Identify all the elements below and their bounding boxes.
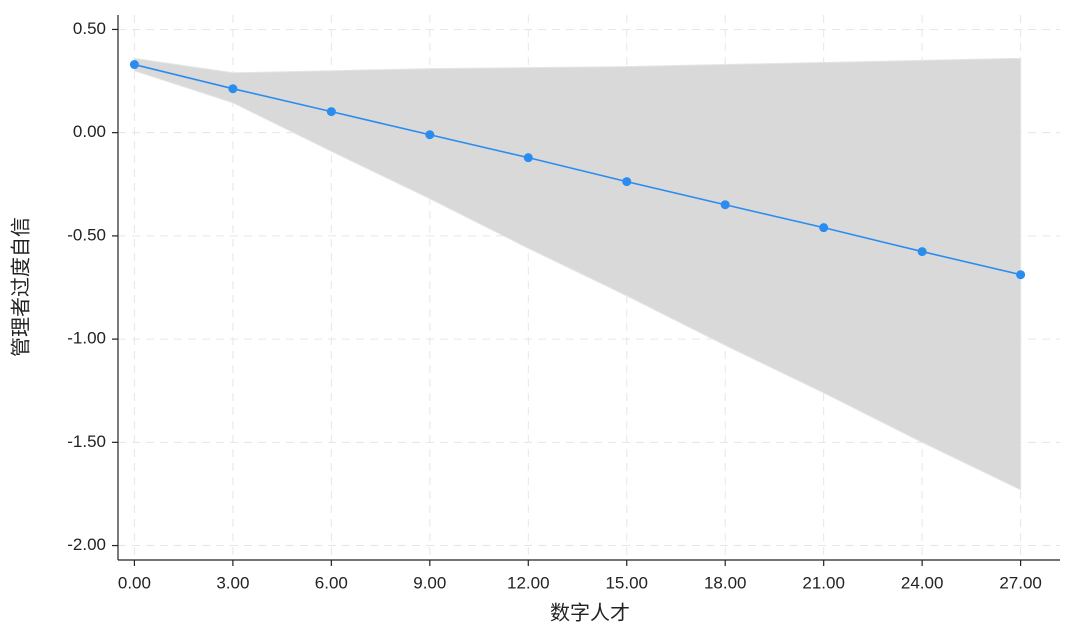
y-tick-label: 0.00 (73, 122, 106, 141)
point (917, 247, 927, 257)
point (228, 84, 238, 94)
x-tick-label: 9.00 (413, 573, 446, 592)
x-tick-label: 27.00 (999, 573, 1042, 592)
y-tick-label: -1.50 (67, 432, 106, 451)
x-tick-label: 21.00 (802, 573, 845, 592)
point (1016, 270, 1026, 280)
y-tick-label: -0.50 (67, 225, 106, 244)
point (425, 130, 435, 140)
y-tick-label: -1.00 (67, 329, 106, 348)
x-tick-label: 0.00 (118, 573, 151, 592)
x-tick-label: 6.00 (315, 573, 348, 592)
x-axis-label: 数字人才 (550, 601, 630, 624)
line (134, 63, 1021, 276)
point (720, 200, 730, 210)
x-tick-label: 24.00 (901, 573, 944, 592)
point (326, 107, 336, 117)
point (523, 153, 533, 163)
x-tick-label: 12.00 (507, 573, 550, 592)
point (819, 223, 829, 233)
point (129, 60, 139, 70)
x-tick-label: 15.00 (605, 573, 648, 592)
point (622, 177, 632, 187)
x-tick-label: 3.00 (216, 573, 249, 592)
confidence-band (133, 57, 1022, 491)
y-axis-label: 管理者过度自信 (9, 217, 32, 357)
y-tick-label: 0.50 (73, 19, 106, 38)
x-tick-label: 18.00 (704, 573, 747, 592)
y-tick-label: -2.00 (67, 535, 106, 554)
